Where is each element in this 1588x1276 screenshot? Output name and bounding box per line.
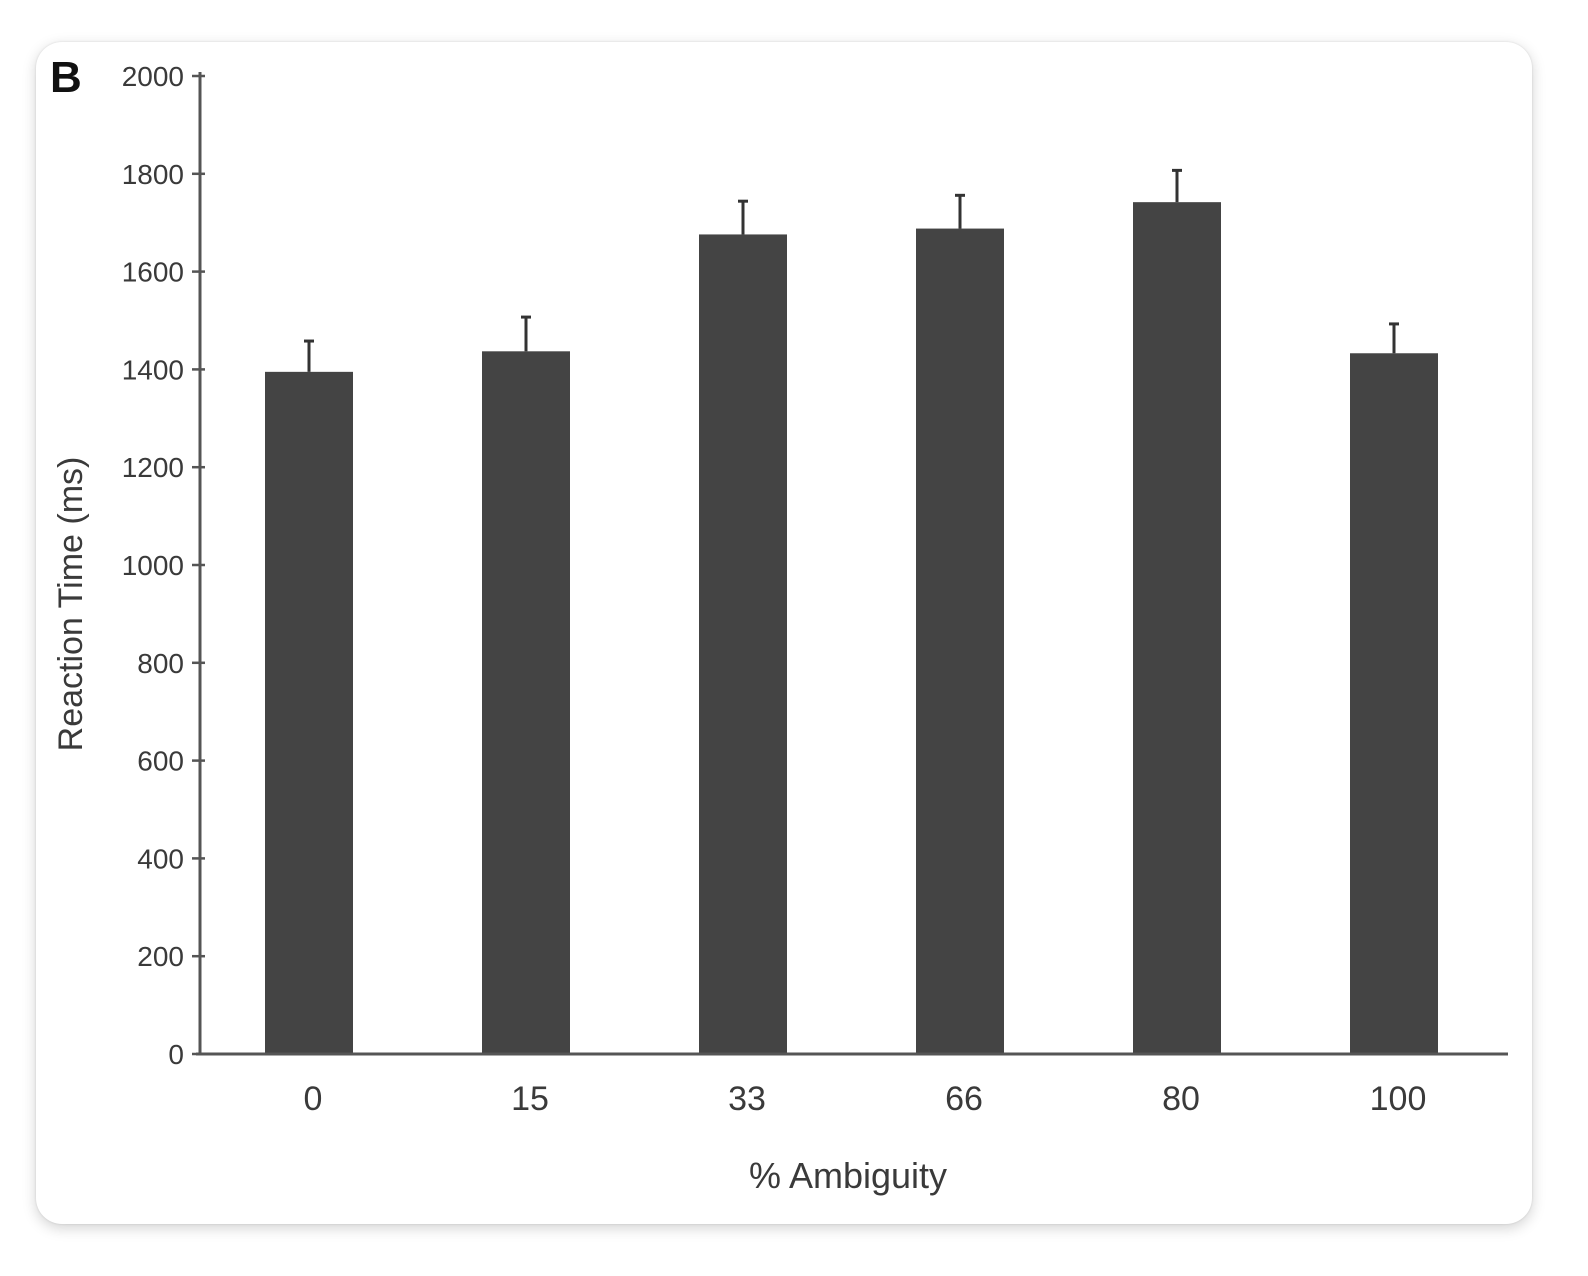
panel-label: B [50,53,82,102]
bar [482,351,570,1054]
y-tick-label: 1000 [122,550,184,581]
bar [699,234,787,1054]
bar [265,371,353,1055]
y-axis-title: Reaction Time (ms) [52,457,90,752]
y-axis: 0 200 400 600 800 1000 1200 1400 1600 1800 2000 [122,61,205,1070]
bars-group [265,168,1438,1055]
y-tick-label: 600 [137,746,184,777]
y-tick-label: 1600 [122,257,184,288]
y-tick-label: 800 [137,648,184,679]
y-tick-label: 2000 [122,61,184,92]
x-tick-label: 80 [1162,1080,1200,1118]
x-axis-title: % Ambiguity [749,1155,947,1196]
x-tick-label: 100 [1370,1080,1427,1118]
bar [916,228,1004,1054]
y-tick-label: 1400 [122,354,184,385]
x-tick-label: 33 [728,1080,766,1118]
y-tick-label: 1800 [122,159,184,190]
x-tick-label: 0 [304,1080,323,1118]
y-tick-label: 200 [137,941,184,972]
y-tick-label: 0 [168,1039,184,1070]
y-tick-label: 1200 [122,452,184,483]
x-tick-label: 15 [511,1080,549,1118]
bar [1133,202,1221,1055]
x-axis: 0 15 33 66 80 100 [196,1052,1508,1118]
x-tick-label: 66 [945,1080,983,1118]
bar [1350,353,1438,1054]
y-tick-label: 400 [137,843,184,874]
